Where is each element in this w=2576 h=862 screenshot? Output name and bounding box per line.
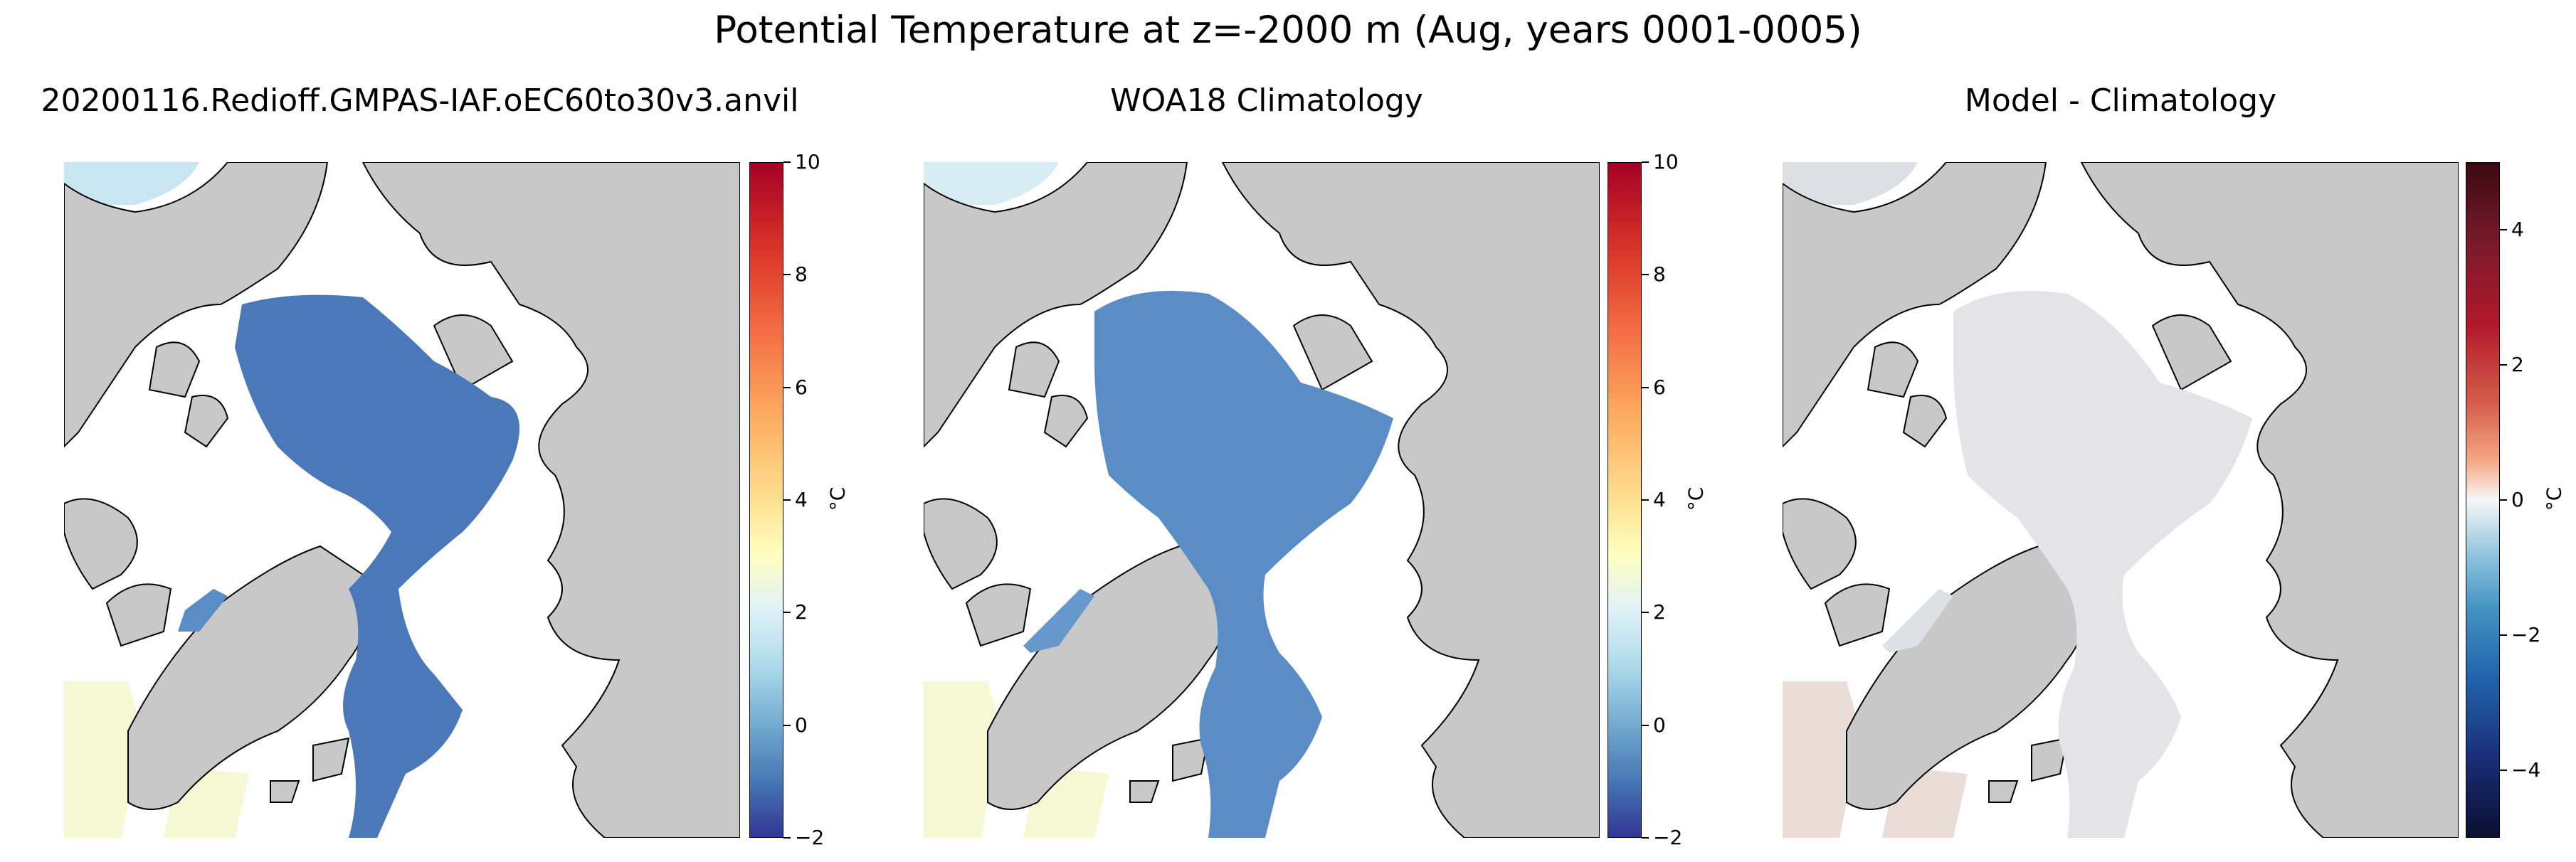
panel-1-colorbar-unit: °C xyxy=(825,486,850,511)
panel-1-map xyxy=(64,162,740,838)
colorbar-tick-label: 0 xyxy=(795,713,808,737)
panel-3-map-svg xyxy=(1783,162,2459,838)
land xyxy=(64,162,740,838)
warm-water-region xyxy=(1783,162,1918,205)
colorbar-tick-mark xyxy=(783,499,791,501)
colorbar-tick-mark xyxy=(783,274,791,276)
colorbar-tick-mark xyxy=(2500,364,2507,366)
panel-2-map xyxy=(924,162,1600,838)
colorbar-tick-label: 10 xyxy=(1653,150,1679,174)
panel-1-colorbar xyxy=(749,162,783,838)
figure-title: Potential Temperature at z=-2000 m (Aug,… xyxy=(714,9,1862,52)
colorbar-tick-label: 8 xyxy=(1653,262,1666,287)
colorbar-tick-label: −2 xyxy=(1653,826,1683,849)
colorbar-tick-label: 2 xyxy=(1653,600,1666,624)
land xyxy=(924,162,1600,838)
colorbar-tick-label: 6 xyxy=(1653,375,1666,399)
colorbar-tick-mark xyxy=(783,612,791,614)
colorbar-tick-mark xyxy=(2500,634,2507,636)
panel-2-colorbar-unit: °C xyxy=(1684,486,1708,511)
model-temperature-field xyxy=(235,294,519,838)
atlantic-region xyxy=(924,681,1002,838)
colorbar-tick-label: −4 xyxy=(2511,758,2541,782)
colorbar-tick-label: 6 xyxy=(795,375,808,399)
colorbar-tick-label: 4 xyxy=(1653,488,1666,511)
colorbar-tick-mark xyxy=(1642,837,1649,839)
colorbar-tick-mark xyxy=(1642,274,1649,276)
panel-2-map-svg xyxy=(924,162,1600,838)
panel-2-colorbar xyxy=(1608,162,1642,838)
warm-water-region xyxy=(64,162,199,205)
colorbar-tick-mark xyxy=(2500,770,2507,771)
colorbar-tick-mark xyxy=(2500,499,2507,501)
panel-3-colorbar-unit: °C xyxy=(2542,486,2566,511)
colorbar-tick-label: −2 xyxy=(2511,623,2541,646)
panel-3-colorbar xyxy=(2466,162,2500,838)
colorbar-tick-mark xyxy=(2500,229,2507,230)
panel-1-title: 20200116.Redioff.GMPAS-IAF.oEC60to30v3.a… xyxy=(41,83,799,119)
atlantic-region xyxy=(64,681,142,838)
colorbar-tick-label: 0 xyxy=(2511,488,2524,511)
land xyxy=(1783,162,2459,838)
colorbar-tick-label: 4 xyxy=(2511,218,2524,241)
colorbar-tick-mark xyxy=(783,161,791,163)
colorbar-tick-mark xyxy=(1642,386,1649,388)
colorbar-tick-label: 10 xyxy=(795,150,820,174)
colorbar-tick-label: −2 xyxy=(795,826,825,849)
colorbar-tick-mark xyxy=(783,724,791,726)
colorbar-tick-label: 2 xyxy=(795,600,808,624)
colorbar-tick-mark xyxy=(1642,161,1649,163)
panel-1-map-svg xyxy=(64,162,740,838)
warm-water-region xyxy=(924,162,1059,205)
colorbar-tick-mark xyxy=(1642,724,1649,726)
colorbar-tick-label: 8 xyxy=(795,262,808,287)
colorbar-tick-label: 2 xyxy=(2511,353,2524,376)
colorbar-tick-mark xyxy=(1642,499,1649,501)
colorbar-tick-mark xyxy=(783,837,791,839)
atlantic-region xyxy=(1783,681,1861,838)
difference-field xyxy=(1953,290,2252,838)
colorbar-tick-label: 0 xyxy=(1653,713,1666,737)
colorbar-tick-mark xyxy=(783,386,791,388)
colorbar-tick-label: 4 xyxy=(795,488,808,511)
climatology-temperature-field xyxy=(1094,290,1393,838)
panel-3-title: Model - Climatology xyxy=(1964,83,2277,119)
panel-2-title: WOA18 Climatology xyxy=(1110,83,1423,119)
panel-3-map xyxy=(1783,162,2459,838)
colorbar-tick-mark xyxy=(1642,612,1649,614)
